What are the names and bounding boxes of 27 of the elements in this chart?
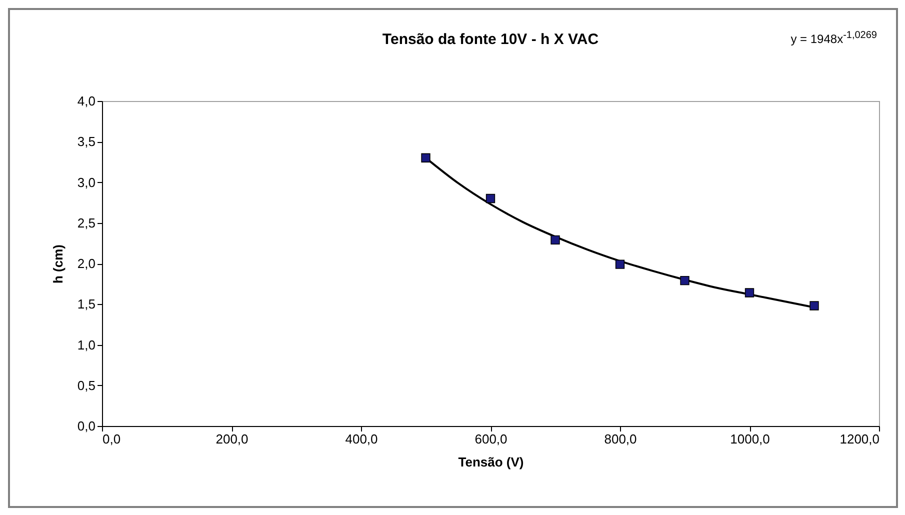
y-tick-label: 3,0	[77, 174, 96, 190]
text: y = 1948x$^{-1,0269}$	[790, 30, 877, 46]
point	[615, 260, 625, 269]
point	[550, 235, 560, 245]
point	[680, 276, 690, 286]
y-tick-label: 4,0	[77, 94, 96, 108]
y-tick-label: 2,5	[77, 215, 96, 230]
y-tick-label: 0,5	[77, 378, 96, 393]
x-axis-title: Tensão (V)	[458, 454, 524, 470]
y-tick-label: 1,5	[77, 296, 96, 312]
y-axis-title: h (cm)	[50, 244, 66, 284]
y-tick-label: 3,5	[77, 134, 96, 150]
y-tick-label: 2,0	[77, 256, 96, 271]
x-tick-label: 400,0	[345, 432, 378, 446]
point	[421, 153, 430, 162]
point	[810, 301, 819, 310]
x-tick-label: 1000,0	[730, 432, 770, 446]
x-tick-label: 200,0	[216, 432, 248, 446]
y-tick-label: 0,0	[77, 418, 96, 434]
x-tick-label: 0,0	[102, 432, 121, 446]
x-tick-label: 800,0	[604, 432, 637, 446]
chart-title: Tensão da fonte 10V - h X VAC	[382, 31, 599, 48]
point	[744, 288, 754, 298]
x-tick-label: 1200,0	[840, 432, 880, 446]
point	[486, 194, 496, 204]
x-tick-label: 600,0	[474, 432, 508, 446]
y-tick-label: 1,0	[77, 337, 96, 352]
